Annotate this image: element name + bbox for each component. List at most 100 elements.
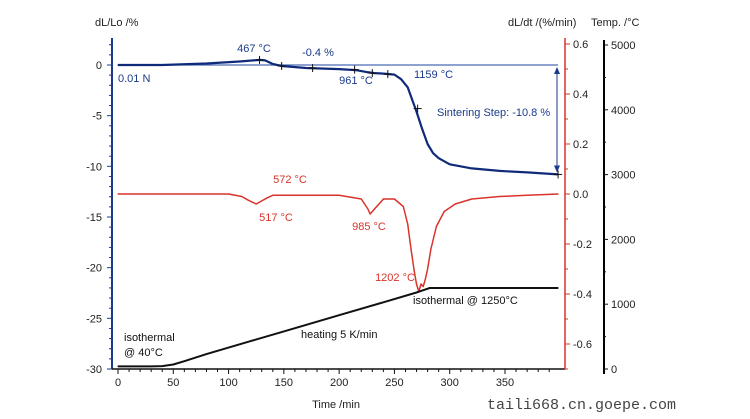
dl-dt-curve [118,193,559,293]
annotation-heating-rate: heating 5 K/min [301,329,377,341]
data-point [449,163,451,165]
x-axis-tick-label: 50 [167,377,179,389]
left-axis-tick-label: -15 [86,212,102,224]
data-point [498,195,501,198]
annotation-467: 467 °C [237,43,271,55]
data-point [430,248,432,250]
right1-axis-tick-label: 0.0 [573,189,588,201]
data-point [471,198,473,200]
data-point [266,197,268,199]
data-point [449,287,451,289]
right2-axis-tick-label: 2000 [611,234,635,246]
data-point [382,198,384,200]
data-point [294,327,296,329]
arrow-head-up [554,67,560,74]
data-point [241,195,243,198]
data-point [369,213,371,215]
arrow-head-down [554,165,560,173]
annotation-985: 985 °C [352,221,386,233]
left-axis-title: dL/Lo /% [95,17,139,29]
right2-axis-tick-label: 5000 [611,40,635,52]
data-point [415,111,418,113]
data-point [360,198,362,200]
x-axis-tick-label: 150 [275,377,293,389]
left-axis-tick-label: -30 [86,364,102,376]
annotation-572: 572 °C [273,174,307,186]
annotation-isothermal-40-line2: @ 40°C [124,347,163,359]
right1-axis-tick-label: 0.4 [573,89,588,101]
x-axis-tick-label: 200 [330,377,348,389]
data-point [382,301,384,303]
x-axis-title: Time /min [312,399,360,411]
data-point [227,193,230,195]
right2-axis-tick-label: 0 [611,364,617,376]
annotation-isothermal-40-line1: isothermal [124,332,175,344]
x-axis-tick-label: 300 [441,377,459,389]
watermark: taili668.cn.goepe.com [487,397,676,414]
x-axis-tick-label: 0 [115,377,121,389]
data-point [411,98,413,101]
data-point [367,208,369,210]
data-point [420,283,422,285]
data-point [498,170,501,172]
data-point [443,210,445,213]
left-axis-tick-label: -25 [86,313,102,325]
data-point [421,289,423,292]
data-point [161,365,163,367]
data-point [172,363,174,366]
right1-axis-tick-label: 0.2 [573,139,588,151]
data-point [424,278,426,280]
data-point [366,71,368,73]
data-point [239,60,241,63]
annotation-1159: 1159 °C [414,69,453,81]
data-point [432,152,434,154]
data-point [435,225,438,228]
data-point [421,128,423,130]
data-point [117,64,119,66]
data-point [393,198,396,200]
data-point [526,171,528,174]
annotation-961: 961 °C [339,75,373,87]
data-point [413,270,415,273]
right1-axis-tick-label: -0.2 [573,239,592,251]
data-point [438,157,440,159]
right1-axis-tick-label: -0.4 [573,289,592,301]
data-point [471,167,473,169]
left-axis-tick-label: -20 [86,263,102,275]
data-point [407,86,409,88]
data-point [255,203,257,205]
annotation-minus-0-4: -0.4 % [302,47,334,59]
data-point [407,223,409,225]
left-axis-tick-label: 0 [96,60,102,72]
data-point [400,78,402,80]
data-point [410,248,412,250]
data-point [526,194,528,196]
data-point [402,205,404,208]
data-point [427,268,429,270]
annotation-sintering-step: Sintering Step: -10.8 % [437,107,550,119]
right2-axis-tick-label: 3000 [611,170,635,182]
left-axis-tick-label: -5 [92,111,102,123]
annotation-0-01n: 0.01 N [118,73,150,85]
data-point [205,353,208,355]
left-axis-tick-label: -10 [86,161,102,173]
data-point [250,340,252,342]
data-point [382,73,384,75]
right2-axis-title: Temp. /°C [591,17,639,29]
data-point [150,365,152,368]
data-point [427,143,429,145]
right2-axis-tick-label: 1000 [611,299,635,311]
annotation-517: 517 °C [259,212,293,224]
data-point [183,360,185,362]
right1-axis-tick-label: 0.6 [573,39,588,51]
data-point [557,193,559,195]
annotation-1202: 1202 °C [375,272,415,284]
right1-axis-title: dL/dt /(%/min) [508,17,576,29]
data-point [504,287,506,289]
data-point [415,283,418,285]
data-point [205,62,208,65]
data-point [454,203,456,205]
data-point [272,194,274,196]
data-point [422,285,424,288]
